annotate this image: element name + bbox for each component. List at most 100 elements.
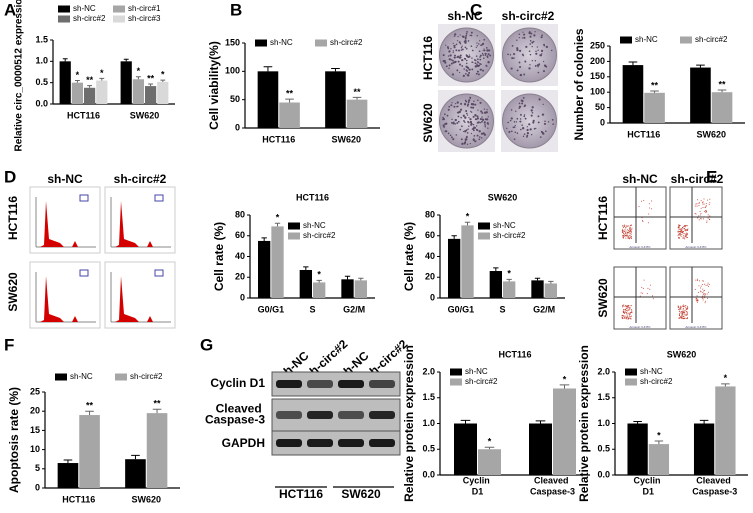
colony: [511, 44, 514, 47]
event: [683, 226, 685, 228]
event: [680, 315, 682, 317]
colony: [456, 40, 459, 42]
y-tick-label: 40: [235, 251, 245, 261]
event: [697, 291, 699, 293]
significance: *: [137, 66, 141, 76]
event: [639, 295, 641, 297]
event: [621, 314, 623, 316]
event: [630, 318, 632, 320]
colony: [461, 65, 464, 67]
error-bar: [131, 454, 140, 460]
hist-legend: [79, 194, 89, 202]
dot-plot-frame: [613, 266, 667, 330]
colony: [513, 121, 516, 123]
colony: [469, 118, 472, 121]
colony: [483, 48, 485, 50]
dot-plot-axis-label: Annexin V-FITC: [629, 325, 651, 329]
colony: [471, 68, 474, 71]
colony: [545, 130, 547, 133]
error-bar: [135, 76, 141, 80]
legend-label: sh-NC: [635, 35, 658, 44]
colony: [522, 54, 525, 57]
colony: [528, 50, 531, 53]
colony: [476, 58, 479, 61]
x-tick-label: SW620: [131, 494, 161, 504]
panel-letter: F: [4, 335, 14, 354]
event: [702, 299, 704, 301]
colony: [476, 63, 478, 65]
event: [683, 311, 685, 313]
event: [698, 202, 700, 204]
error-bar: [85, 410, 94, 416]
colony: [481, 42, 485, 46]
y-tick-label: 250: [590, 40, 605, 50]
colony: [470, 111, 473, 113]
colony: [486, 108, 488, 111]
colony: [521, 124, 523, 126]
colony: [473, 100, 475, 103]
significance: **: [286, 88, 294, 98]
event: [685, 229, 687, 231]
legend-label: sh-NC: [493, 221, 516, 230]
event: [681, 318, 683, 320]
bar: [644, 92, 665, 123]
colony: [519, 120, 522, 123]
column-label: sh-NC: [622, 172, 658, 186]
colony: [525, 45, 528, 48]
bar: [125, 459, 146, 488]
column-label: sh-circ#2: [114, 172, 167, 186]
event: [686, 311, 688, 313]
error-bar: [484, 446, 495, 450]
colony: [545, 45, 549, 49]
event: [623, 233, 625, 235]
colony: [452, 138, 455, 141]
blot-row-label: Cleaved Caspase-3: [205, 402, 265, 427]
colony: [515, 121, 518, 123]
colony: [465, 65, 468, 68]
colony: [509, 119, 512, 122]
event: [677, 305, 679, 307]
colony: [487, 53, 490, 56]
colony: [538, 63, 541, 66]
event: [703, 211, 705, 213]
colony: [529, 35, 532, 38]
event: [621, 305, 623, 307]
event: [702, 203, 704, 205]
colony: [529, 43, 532, 45]
event: [677, 231, 679, 233]
event: [626, 306, 628, 308]
significance: *: [507, 269, 511, 279]
bar: [461, 225, 474, 298]
band: [307, 380, 333, 388]
event: [685, 226, 687, 228]
event: [622, 309, 624, 311]
colony: [461, 59, 464, 62]
event: [683, 233, 685, 235]
significance: **: [719, 79, 727, 89]
event: [695, 213, 697, 215]
colony: [451, 136, 453, 139]
colony: [542, 103, 544, 106]
event: [707, 298, 709, 300]
colony: [465, 59, 468, 62]
colony: [466, 132, 469, 134]
event: [624, 316, 626, 318]
event: [629, 235, 631, 237]
colony: [516, 69, 519, 72]
event: [681, 232, 683, 234]
colony: [457, 115, 460, 118]
error-bar: [62, 58, 68, 62]
colony: [481, 52, 484, 55]
colony: [463, 120, 465, 122]
g2-peak: [147, 241, 153, 247]
colony: [522, 96, 525, 99]
bar: [279, 102, 300, 128]
colony: [452, 61, 455, 64]
column-label: sh-circ#2: [671, 172, 724, 186]
event: [679, 308, 681, 310]
event: [652, 295, 654, 297]
colony: [462, 114, 465, 117]
event: [686, 314, 688, 316]
error-bar: [148, 83, 154, 87]
y-axis-label: Apoptosis rate (%): [7, 387, 21, 493]
